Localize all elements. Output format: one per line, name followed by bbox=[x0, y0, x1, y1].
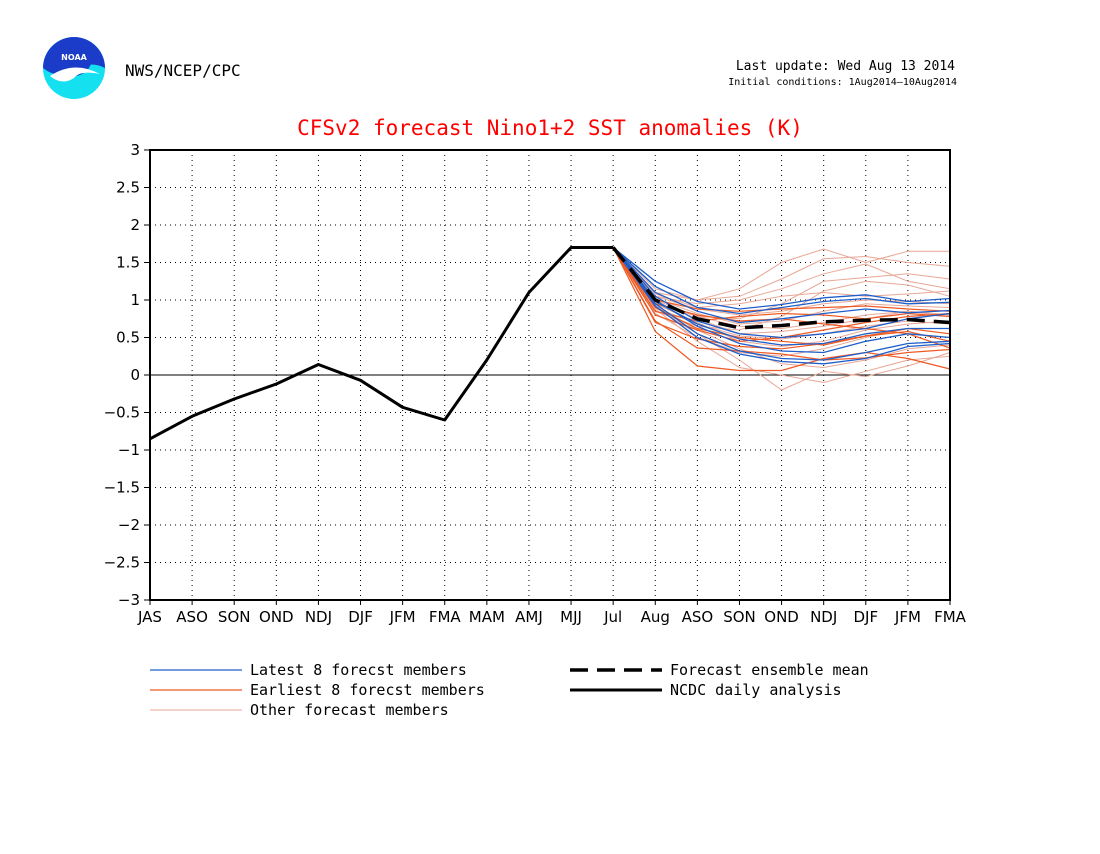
x-tick-label: NDJ bbox=[810, 608, 837, 626]
noaa-logo: NOAA bbox=[43, 37, 105, 99]
legend-label-other: Other forecast members bbox=[250, 701, 449, 719]
noaa-logo-text: NOAA bbox=[61, 53, 87, 62]
x-tick-label: MAM bbox=[469, 608, 505, 626]
x-tick-label: JFM bbox=[894, 608, 921, 626]
other-member-line-11 bbox=[612, 247, 951, 348]
chart-legend: Latest 8 forecst members Earliest 8 forec… bbox=[150, 661, 869, 719]
y-tick-label: 1.5 bbox=[116, 254, 140, 272]
earliest-member-line-1 bbox=[612, 247, 951, 372]
chart-grid bbox=[150, 150, 950, 600]
y-tick-label: −3 bbox=[118, 591, 140, 609]
x-tick-label: ASO bbox=[176, 608, 208, 626]
plot-frame bbox=[149, 149, 951, 601]
legend-label-mean: Forecast ensemble mean bbox=[670, 661, 869, 679]
latest-member-line-7 bbox=[612, 247, 951, 365]
y-tick-label: −0.5 bbox=[104, 404, 140, 422]
latest-member-line-1 bbox=[612, 246, 951, 310]
other-member-line-15 bbox=[612, 247, 951, 340]
x-tick-label: Jul bbox=[603, 608, 622, 626]
x-tick-label: Aug bbox=[641, 608, 670, 626]
earliest-member-line-5 bbox=[612, 247, 951, 312]
y-tick-label: 2 bbox=[130, 216, 140, 234]
ensemble-mean-series bbox=[611, 246, 951, 330]
x-tick-label: SON bbox=[723, 608, 756, 626]
x-tick-label: JFM bbox=[389, 608, 416, 626]
legend-label-earliest: Earliest 8 forecst members bbox=[250, 681, 485, 699]
x-tick-label: OND bbox=[764, 608, 799, 626]
x-tick-label: ASO bbox=[682, 608, 714, 626]
other-member-line-2 bbox=[612, 247, 951, 301]
y-tick-label: −1 bbox=[118, 441, 140, 459]
y-axis-ticks: 3 2.5 2 1.5 1 0.5 0 −0.5 −1 −1.5 −2 −2.5 −3 bbox=[104, 141, 150, 609]
x-tick-label: MJJ bbox=[560, 608, 582, 626]
agency-label: NWS/NCEP/CPC bbox=[125, 61, 241, 80]
other-member-line-14 bbox=[612, 247, 951, 316]
y-tick-label: 0.5 bbox=[116, 329, 140, 347]
earliest-member-line-6 bbox=[612, 247, 951, 350]
initial-conditions-label: Initial conditions: 1Aug2014–10Aug2014 bbox=[728, 77, 957, 88]
x-tick-label: DJF bbox=[348, 608, 373, 626]
x-tick-label: OND bbox=[259, 608, 294, 626]
x-tick-label: SON bbox=[218, 608, 251, 626]
observed-series bbox=[149, 246, 614, 441]
x-tick-label: JAS bbox=[137, 608, 162, 626]
x-axis-ticks: JAS ASO SON OND NDJ DJF JFM FMA MAM AMJ MJJ Jul Aug A… bbox=[137, 600, 967, 626]
latest-member-line-3 bbox=[612, 247, 951, 324]
observed-line bbox=[149, 246, 614, 441]
noaa-logo-inner-disc bbox=[56, 40, 92, 76]
x-tick-label: FMA bbox=[429, 608, 462, 626]
legend-label-observed: NCDC daily analysis bbox=[670, 681, 842, 699]
x-tick-label: NDJ bbox=[305, 608, 332, 626]
y-tick-label: 2.5 bbox=[116, 179, 140, 197]
legend-label-latest: Latest 8 forecst members bbox=[250, 661, 467, 679]
y-tick-label: −2 bbox=[118, 516, 140, 534]
latest-member-line-8 bbox=[612, 247, 950, 346]
other-member-line-1 bbox=[612, 247, 950, 301]
noaa-logo-bird-icon bbox=[50, 67, 100, 82]
y-tick-label: −1.5 bbox=[104, 479, 140, 497]
y-tick-label: 3 bbox=[130, 141, 140, 159]
x-tick-label: FMA bbox=[934, 608, 967, 626]
y-tick-label: −2.5 bbox=[104, 554, 140, 572]
x-tick-label: DJF bbox=[853, 608, 878, 626]
y-tick-label: 1 bbox=[130, 291, 140, 309]
earliest-member-line-2 bbox=[612, 247, 951, 361]
y-tick-label: 0 bbox=[130, 366, 140, 384]
x-tick-label: AMJ bbox=[515, 608, 543, 626]
ensemble-mean-line bbox=[611, 246, 951, 330]
latest-member-line-2 bbox=[612, 247, 951, 315]
last-update-label: Last update: Wed Aug 13 2014 bbox=[736, 59, 955, 74]
chart-title: CFSv2 forecast Nino1+2 SST anomalies (K) bbox=[297, 116, 803, 140]
latest-member-line-6 bbox=[612, 247, 951, 361]
